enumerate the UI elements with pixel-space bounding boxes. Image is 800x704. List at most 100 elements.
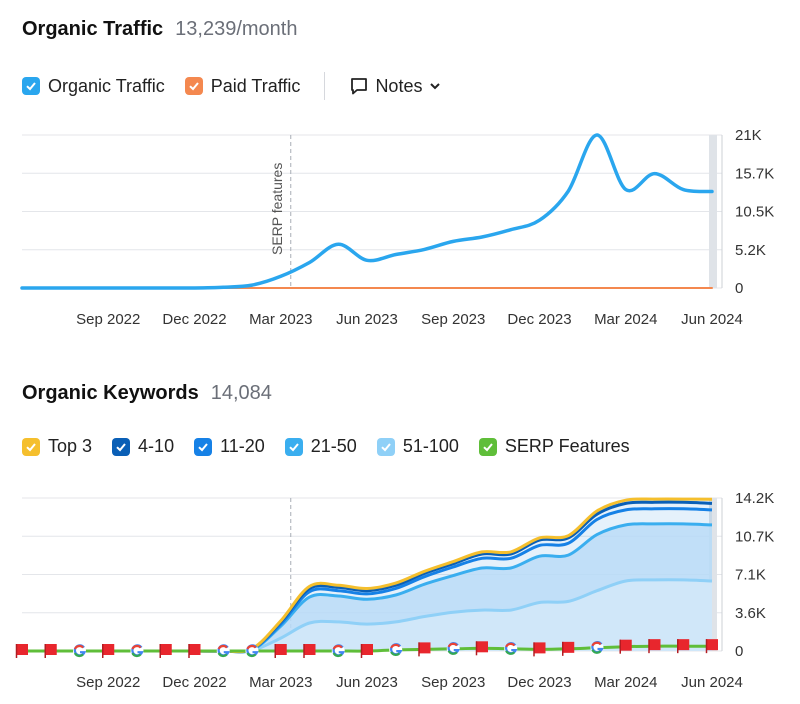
comment-icon xyxy=(351,78,368,95)
flag-icon xyxy=(648,639,661,654)
legend-11-20[interactable]: 11-20 xyxy=(194,436,265,457)
flag-body xyxy=(102,644,115,655)
y-tick-label: 7.1K xyxy=(735,567,766,584)
flag-body xyxy=(361,644,373,655)
checkbox-icon[interactable] xyxy=(194,437,213,456)
google-g-green xyxy=(131,652,142,658)
traffic-title: Organic Traffic xyxy=(22,18,164,40)
checkbox-icon[interactable] xyxy=(22,437,40,456)
x-tick-label: Dec 2022 xyxy=(162,311,226,328)
flag-icon xyxy=(102,644,115,658)
flag-body xyxy=(274,644,287,655)
google-icon xyxy=(216,644,230,658)
google-g-green xyxy=(217,652,228,658)
keywords-chart: 14.2K 10.7K 7.1K 3.6K 0 Sep 2022 Dec 2022 Mar 2… xyxy=(15,490,774,691)
google-g-green xyxy=(390,651,401,656)
y-tick-label: 15.7K xyxy=(735,165,774,182)
flag-icon xyxy=(705,639,718,654)
current-period-band xyxy=(709,498,717,651)
legend-paid-traffic[interactable]: Paid Traffic xyxy=(184,75,301,97)
y-tick-label: 0 xyxy=(735,643,743,660)
flag-body xyxy=(562,641,575,653)
checkbox-icon[interactable] xyxy=(284,437,303,456)
flag-body xyxy=(44,644,57,655)
flag-body xyxy=(648,639,661,651)
legend-label: Top 3 xyxy=(48,436,93,456)
legend-label: 4-10 xyxy=(138,436,175,456)
google-g-green xyxy=(246,652,257,658)
flag-body xyxy=(533,642,546,654)
x-tick-label: Mar 2024 xyxy=(594,311,657,328)
checkbox-icon[interactable] xyxy=(184,77,203,95)
x-tick-label: Mar 2023 xyxy=(249,311,312,328)
legend-divider xyxy=(324,72,326,100)
flag-icon xyxy=(159,644,172,658)
google-g-green xyxy=(447,650,458,655)
y-tick-label: 0 xyxy=(735,280,743,297)
flag-body xyxy=(188,644,201,655)
x-tick-label: Sep 2022 xyxy=(76,311,140,328)
legend-4-10[interactable]: 4-10 xyxy=(112,436,174,457)
flag-body xyxy=(418,642,431,654)
x-tick-label: Mar 2024 xyxy=(594,674,657,691)
flag-icon xyxy=(15,644,28,658)
google-icon xyxy=(504,642,518,656)
legend-label: 21-50 xyxy=(310,436,357,456)
checkbox-icon[interactable] xyxy=(376,437,395,456)
flag-icon xyxy=(677,639,690,654)
x-tick-label: Jun 2024 xyxy=(681,311,743,328)
google-icon xyxy=(389,643,403,657)
legend-label: Organic Traffic xyxy=(48,75,165,96)
checkbox-icon[interactable] xyxy=(112,437,131,456)
notes-label: Notes xyxy=(375,75,423,96)
flag-body xyxy=(706,639,718,651)
keywords-header: Organic Keywords 14,084 xyxy=(22,382,272,405)
series-line-organic-traffic xyxy=(20,133,714,290)
x-tick-label: Sep 2022 xyxy=(76,674,140,691)
google-icon xyxy=(73,644,87,658)
legend-label: 11-20 xyxy=(220,436,265,456)
flag-body xyxy=(619,639,632,651)
checkbox-icon[interactable] xyxy=(478,437,497,456)
legend-organic-traffic[interactable]: Organic Traffic xyxy=(22,76,165,97)
google-icon xyxy=(446,642,460,656)
legend-21-50[interactable]: 21-50 xyxy=(284,436,357,457)
google-g-red xyxy=(332,644,343,650)
flag-icon xyxy=(188,644,201,658)
keywords-title: Organic Keywords xyxy=(22,382,199,404)
flag-icon xyxy=(360,644,373,658)
checkbox-icon[interactable] xyxy=(22,77,40,95)
legend-label: 51-100 xyxy=(402,436,459,456)
x-tick-label: Jun 2024 xyxy=(681,674,743,691)
google-g-red xyxy=(447,642,458,648)
area-fill-51-100 xyxy=(22,579,712,652)
google-g-red xyxy=(246,644,257,650)
annotation-label: SERP features xyxy=(269,163,285,255)
flag-body xyxy=(476,641,488,653)
legend-label: SERP Features xyxy=(504,436,630,456)
y-tick-label: 3.6K xyxy=(735,605,766,622)
x-tick-label: Dec 2023 xyxy=(507,311,571,328)
legend-51-100[interactable]: 51-100 xyxy=(376,436,459,457)
y-tick-label: 5.2K xyxy=(735,242,766,259)
legend-serp-features[interactable]: SERP Features xyxy=(478,436,630,457)
flag-body xyxy=(159,644,172,655)
flag-icon xyxy=(44,644,57,658)
google-g-green xyxy=(73,652,84,658)
google-g-red xyxy=(131,644,142,650)
x-tick-label: Dec 2022 xyxy=(162,674,226,691)
flag-body xyxy=(303,644,316,655)
legend-top-3[interactable]: Top 3 xyxy=(22,436,92,457)
flag-body xyxy=(677,639,690,651)
flag-icon xyxy=(274,644,287,658)
legend-label: Paid Traffic xyxy=(210,75,301,96)
flag-icon xyxy=(303,644,316,658)
area-fill-top xyxy=(22,498,712,652)
notes-dropdown[interactable]: Notes xyxy=(349,76,442,97)
keywords-metric: 14,084 xyxy=(210,382,272,404)
traffic-legend: Organic Traffic Paid Traffic Notes xyxy=(22,72,442,100)
current-period-band xyxy=(709,135,717,288)
google-g-red xyxy=(73,644,84,650)
google-g-green xyxy=(332,652,343,658)
x-tick-label: Mar 2023 xyxy=(249,674,312,691)
